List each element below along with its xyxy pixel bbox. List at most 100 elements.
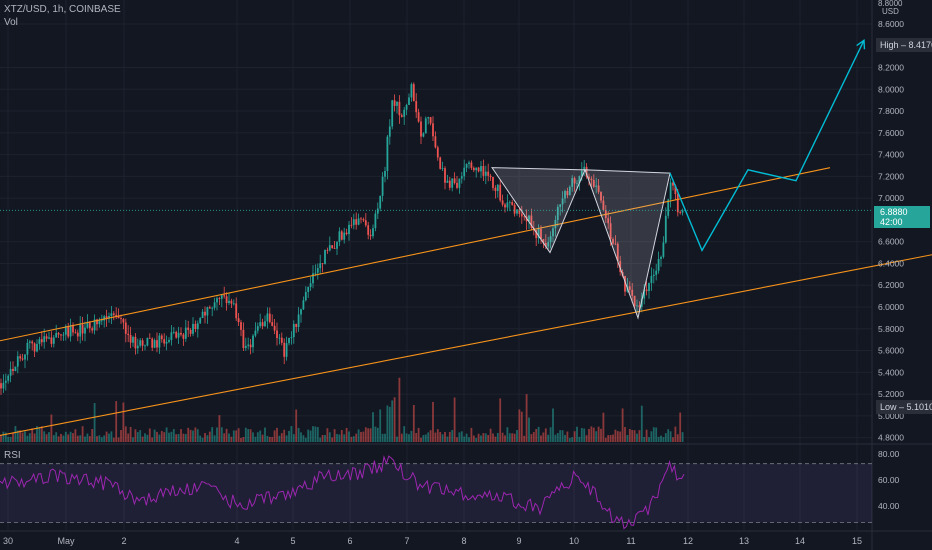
candle-body	[319, 263, 322, 269]
candle-body	[580, 170, 583, 177]
volume-bar	[79, 435, 82, 442]
candle-body	[187, 327, 190, 330]
pattern-triangle-left[interactable]	[491, 167, 586, 254]
volume-bar	[636, 433, 638, 442]
volume-bar	[57, 436, 60, 442]
volume-bar	[573, 431, 576, 442]
candle-body	[192, 323, 194, 334]
volume-bar	[590, 426, 593, 442]
candle-body	[364, 220, 367, 226]
volume-bar	[199, 435, 202, 442]
volume-bar	[249, 429, 252, 442]
candle-body	[681, 210, 684, 213]
symbol-line[interactable]: XTZ/USD, 1h, COINBASE	[4, 4, 121, 15]
candle-body	[511, 202, 514, 205]
low-value: 5.1010	[906, 402, 932, 412]
volume-bar	[93, 403, 96, 442]
projection-path[interactable]	[669, 39, 865, 252]
candle-body	[484, 171, 487, 176]
channel-line-lower[interactable]	[0, 254, 932, 437]
candle-body	[4, 380, 7, 383]
candle-body	[614, 243, 617, 245]
volume-bar	[316, 427, 319, 442]
candle-body	[244, 345, 247, 349]
candle-body	[290, 337, 293, 338]
candle-body	[465, 164, 468, 168]
candle-body	[2, 382, 5, 389]
candle-body	[472, 167, 475, 171]
candle-body	[499, 184, 502, 201]
volume-bar	[244, 427, 247, 442]
candle-body	[650, 276, 653, 284]
rsi-label[interactable]: RSI	[4, 450, 21, 461]
candle-body	[556, 206, 559, 221]
volume-bar	[300, 432, 302, 442]
rsi-tick-label: 80.00	[878, 449, 900, 459]
candle-body	[223, 295, 226, 297]
candle-body	[79, 324, 82, 337]
volume-bar	[165, 427, 168, 442]
candle-body	[600, 191, 602, 201]
price-tick-label: 6.2000	[878, 280, 904, 290]
candle-body	[602, 200, 605, 211]
volume-bar	[64, 431, 67, 442]
candle-body	[213, 302, 216, 308]
volume-bar	[492, 433, 494, 442]
pattern-triangle-right[interactable]	[584, 169, 671, 320]
volume-bar	[648, 437, 650, 442]
volume-bar	[400, 433, 403, 442]
volume-bar	[559, 430, 562, 442]
volume-bar	[326, 428, 329, 442]
volume-bar	[602, 412, 605, 442]
candle-body	[93, 319, 96, 331]
volume-bar	[465, 433, 468, 442]
volume-bar	[516, 430, 518, 442]
volume-bar	[376, 427, 379, 442]
volume-bar	[192, 430, 194, 442]
volume-bar	[592, 427, 595, 442]
candle-body	[216, 298, 218, 303]
candle-body	[542, 239, 545, 243]
volume-bar	[566, 431, 569, 442]
candle-body	[278, 337, 281, 339]
candle-body	[242, 329, 245, 349]
volume-bar	[285, 435, 288, 442]
candle-body	[333, 247, 336, 249]
price-tick-label: 5.0000	[878, 411, 904, 421]
candle-body	[295, 323, 298, 327]
candle-body	[254, 330, 257, 336]
candle-body	[360, 218, 362, 220]
candle-body	[194, 323, 197, 330]
candle-body	[230, 300, 233, 304]
candle-body	[645, 289, 648, 292]
candle-body	[448, 180, 451, 188]
candle-body	[312, 273, 314, 284]
candle-body	[69, 324, 72, 337]
candle-body	[460, 176, 463, 179]
candle-body	[453, 178, 456, 183]
candle-body	[129, 334, 132, 343]
volume-bar	[48, 432, 50, 442]
candle-body	[91, 328, 94, 331]
candle-body	[153, 340, 156, 348]
volume-bar	[388, 406, 391, 442]
candle-body	[376, 208, 379, 214]
candle-body	[513, 204, 516, 214]
vol-label[interactable]: Vol	[4, 17, 18, 28]
channel-line-upper[interactable]	[0, 167, 831, 342]
volume-bar	[12, 432, 14, 442]
price-tick-label: 5.8000	[878, 324, 904, 334]
price-tick-label: 5.2000	[878, 389, 904, 399]
volume-bar	[340, 430, 343, 442]
candle-body	[206, 307, 209, 316]
candle-body	[679, 212, 682, 214]
volume-bar	[268, 436, 271, 442]
volume-bar	[252, 432, 254, 442]
volume-bar	[153, 429, 156, 442]
volume-bar	[172, 429, 175, 442]
volume-bar	[328, 432, 331, 442]
candle-body	[110, 313, 113, 316]
rsi-line[interactable]	[0, 455, 685, 530]
